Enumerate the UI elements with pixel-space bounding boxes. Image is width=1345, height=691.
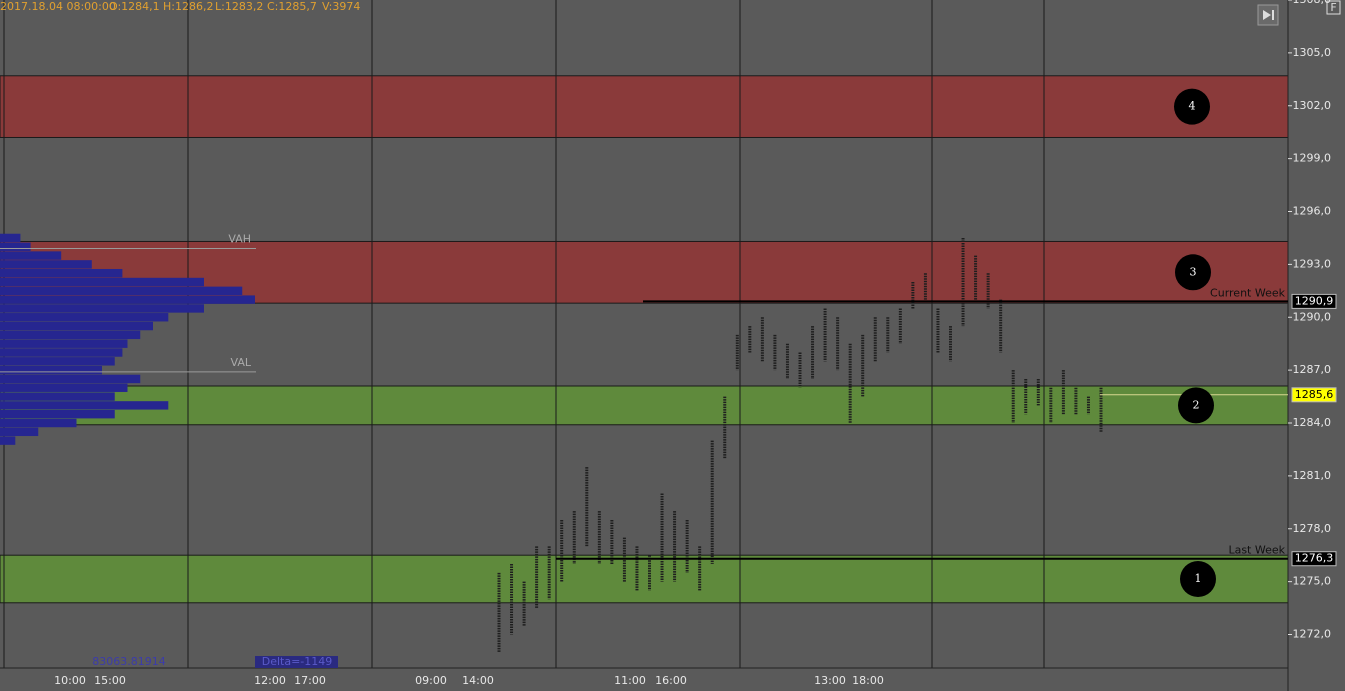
profile-bar [0,401,169,410]
header-low: L:1283,2 [215,0,263,13]
zone-label: 3 [1190,265,1197,278]
profile-bar [0,418,77,428]
corner-label: F [1330,1,1336,14]
vertical-grid [3,0,1045,668]
y-tick-label: 1293,0 [1293,257,1332,270]
zone-badge [1180,560,1216,597]
level-name: Current Week [1210,286,1286,299]
scroll-end-icon [1263,10,1274,20]
profile-bar [0,365,102,375]
profile-bar [0,357,115,366]
x-tick-label: 18:00 [852,674,884,687]
level-box [1291,551,1337,567]
y-tick-label: 1290,0 [1293,310,1332,323]
vah-label: VAH [228,233,251,246]
y-tick-label: 1299,0 [1293,152,1332,165]
y-tick-label: 1287,0 [1293,363,1332,376]
zone [0,385,1289,426]
zone-label: 1 [1195,572,1202,585]
y-tick-label: 1302,0 [1293,99,1332,112]
header-open: O:1284,1 [109,0,160,13]
profile-bar [0,242,31,251]
profile-bar [0,233,21,243]
profile-bar [0,383,128,392]
header-volume: V:3974 [322,0,360,13]
zone-label: 2 [1193,398,1200,411]
profile-bar [0,427,39,437]
x-tick-label: 16:00 [655,674,687,687]
profile-bar [0,436,16,445]
level-box [1291,387,1337,403]
y-tick-label: 1296,0 [1293,205,1332,218]
profile-bar [0,295,255,304]
x-tick-label: 12:00 [254,674,286,687]
profile-bar [0,260,92,269]
x-tick-label: 10:00 [54,674,86,687]
x-tick-label: 11:00 [614,674,646,687]
x-tick-label: 17:00 [294,674,326,687]
level-label: 1276,3 [1295,552,1334,565]
corner-box[interactable] [1326,0,1341,15]
level-box [1291,293,1337,309]
profile-bar [0,348,123,357]
y-tick-label: 1308,0 [1293,0,1332,6]
zone-badge [1178,387,1214,424]
y-tick-label: 1278,0 [1293,522,1332,535]
header-high: H:1286,2 [163,0,213,13]
zone-badge [1174,88,1210,125]
profile-bar [0,374,141,384]
profile-bar [0,286,243,296]
profile-bar [0,339,128,348]
y-tick-label: 1281,0 [1293,469,1332,482]
x-tick-label: 14:00 [462,674,494,687]
profile-bar [0,304,204,313]
level-label: 1290,9 [1295,294,1334,307]
y-tick-label: 1275,0 [1293,575,1332,588]
level-name: Last Week [1228,544,1285,557]
profile-bar [0,321,153,331]
zone [0,75,1289,138]
y-tick-label: 1305,0 [1293,46,1332,59]
zone-label: 4 [1189,100,1196,113]
y-tick-label: 1284,0 [1293,416,1332,429]
x-tick-label: 09:00 [415,674,447,687]
footer-volume: 83063.81914 [92,655,165,668]
profile-bar [0,268,123,278]
footer-delta: Delta=-1149 [262,655,333,668]
profile-bar [0,277,204,287]
x-tick-label: 15:00 [94,674,126,687]
val-label: VAL [231,356,252,369]
level-label: 1285,6 [1295,388,1334,401]
y-tick-label: 1272,0 [1293,628,1332,641]
x-tick-label: 13:00 [814,674,846,687]
profile-bar [0,409,115,419]
profile-bar [0,392,115,401]
profile-bar [0,313,169,322]
header-close: C:1285,7 [267,0,317,13]
profile-bar [0,251,62,260]
zone-badge [1175,254,1211,291]
zone [0,554,1289,604]
profile-bar [0,330,141,340]
header-time: 2017.18.04 08:00:00 [0,0,116,13]
delta-box [255,656,338,668]
